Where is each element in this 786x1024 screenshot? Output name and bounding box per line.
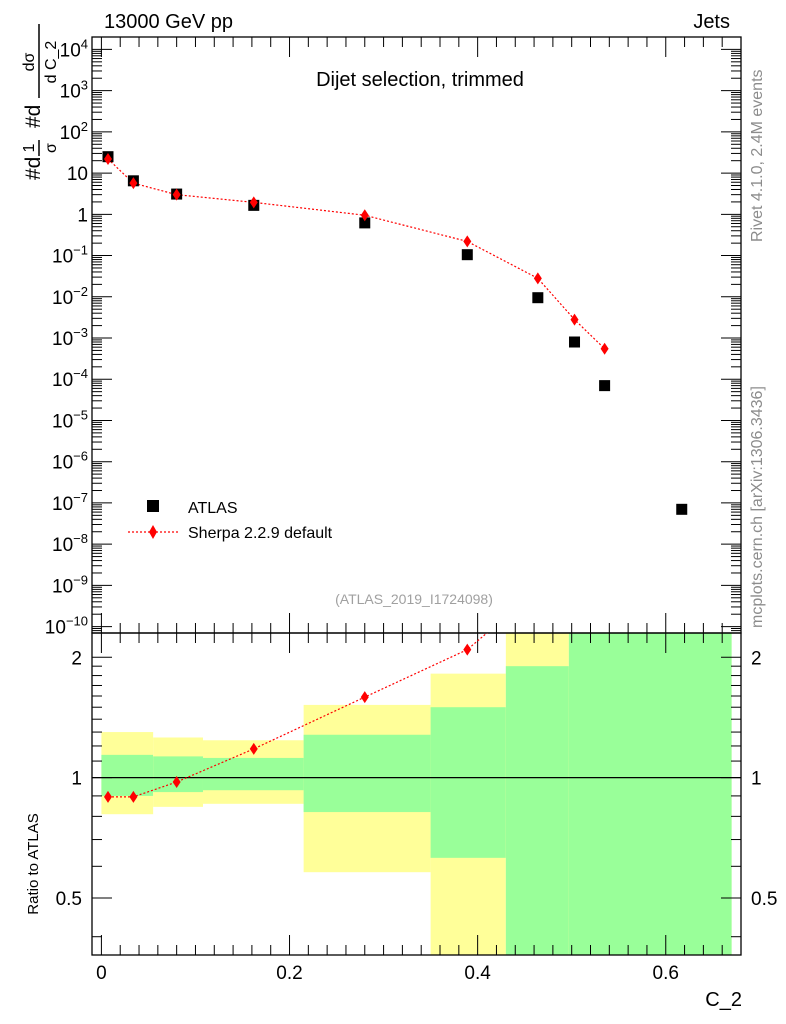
main-y-tick-label-12: 10−8 xyxy=(52,531,88,556)
x-tick-label-0: 0 xyxy=(96,963,107,984)
sherpa-point-4 xyxy=(360,209,369,222)
main-y-tick-label-4: 1 xyxy=(77,205,88,226)
sherpa-point-5 xyxy=(463,235,472,248)
main-y-tick-label-7: 10−3 xyxy=(52,325,88,350)
y-label-part-3: σ xyxy=(43,143,60,153)
ratio-sherpa-point-4 xyxy=(360,691,369,704)
y-label-part-5: dσ xyxy=(21,52,38,71)
ratio-band-inner-5 xyxy=(505,666,569,955)
ratio-band-inner-6 xyxy=(568,633,732,955)
mcplots-label: mcplots.cern.ch [arXiv:1306.3436] xyxy=(749,386,766,628)
header-right: Jets xyxy=(693,11,730,33)
ratio-y-axis-label: Ratio to ATLAS xyxy=(25,813,42,914)
ratio-y-tick-label-left-0: 0.5 xyxy=(56,889,82,910)
main-y-tick-label-1: 103 xyxy=(60,78,88,103)
legend-sherpa-marker xyxy=(149,525,157,539)
main-y-tick-label-9: 10−5 xyxy=(52,407,88,432)
sherpa-point-0 xyxy=(103,152,112,165)
atlas-point-9 xyxy=(676,503,688,515)
ratio-y-tick-label-right-2: 2 xyxy=(751,648,762,669)
plot-title: Dijet selection, trimmed xyxy=(316,69,524,91)
atlas-point-7 xyxy=(569,336,581,348)
ratio-sherpa-point-0 xyxy=(103,790,112,803)
header-left: 13000 GeV pp xyxy=(104,11,233,33)
ratio-band-inner-1 xyxy=(153,756,203,793)
x-tick-label-2: 0.4 xyxy=(464,963,491,984)
atlas-point-4 xyxy=(359,217,371,229)
ratio-y-tick-label-right-1: 1 xyxy=(751,769,762,790)
ratio-band-inner-2 xyxy=(202,757,304,791)
ratio-bands xyxy=(92,633,741,955)
main-data-series xyxy=(102,151,688,515)
main-y-tick-label-13: 10−9 xyxy=(52,572,88,597)
legend-sherpa-label: Sherpa 2.2.9 default xyxy=(188,525,333,542)
ratio-band-inner-3 xyxy=(303,734,431,813)
legend: ATLAS Sherpa 2.2.9 default xyxy=(128,500,333,542)
axes-frames xyxy=(91,36,742,956)
ratio-sherpa-point-2 xyxy=(172,776,181,789)
rivet-version-label: Rivet 4.1.0, 2.4M events xyxy=(749,69,766,242)
ratio-frame xyxy=(91,632,742,956)
main-y-tick-label-14: 10−10 xyxy=(45,614,88,639)
atlas-point-6 xyxy=(532,292,544,304)
sherpa-point-1 xyxy=(129,177,138,190)
sherpa-point-6 xyxy=(533,272,542,285)
y-label-part-6: d C_2 xyxy=(43,41,60,84)
x-tick-label-1: 0.2 xyxy=(276,963,302,984)
atlas-point-8 xyxy=(599,380,611,392)
ratio-y-tick-label-right-0: 0.5 xyxy=(751,889,777,910)
analysis-label: (ATLAS_2019_I1724098) xyxy=(335,591,493,607)
ratio-series-group xyxy=(103,633,488,803)
main-y-tick-label-3: 10 xyxy=(67,164,88,185)
sherpa-point-2 xyxy=(172,188,181,201)
y-label-part-2: 1 xyxy=(21,143,38,152)
x-axis-label: C_2 xyxy=(705,989,742,1011)
main-y-tick-label-10: 10−6 xyxy=(52,449,88,474)
ratio-sherpa-point-5 xyxy=(463,643,472,656)
legend-atlas-marker xyxy=(147,500,159,512)
ratio-y-tick-label-left-1: 1 xyxy=(71,769,82,790)
sherpa-point-8 xyxy=(600,342,609,355)
ratio-band-inner-0 xyxy=(101,754,154,796)
y-label-part-4: #d xyxy=(22,105,45,128)
main-y-tick-label-0: 104 xyxy=(60,36,88,61)
ratio-band-inner-4 xyxy=(430,707,506,858)
ratio-sherpa-point-1 xyxy=(129,790,138,803)
ratio-sherpa-point-3 xyxy=(249,742,258,755)
main-y-axis-label: #d 1 σ #d dσ d C_2 xyxy=(21,24,60,180)
atlas-point-5 xyxy=(461,249,473,261)
main-y-tick-label-11: 10−7 xyxy=(52,490,88,515)
main-y-tick-label-8: 10−4 xyxy=(52,366,88,391)
sherpa-point-3 xyxy=(249,196,258,209)
sherpa-point-7 xyxy=(570,313,579,326)
x-tick-label-3: 0.6 xyxy=(653,963,679,984)
main-y-tick-label-2: 102 xyxy=(60,119,88,144)
ratio-sherpa-series xyxy=(103,633,488,803)
axis-tick-labels: 10410310210110−110−210−310−410−510−610−7… xyxy=(45,36,778,984)
y-label-part-1: #d xyxy=(22,157,45,180)
main-y-tick-label-6: 10−2 xyxy=(52,284,88,309)
ratio-y-tick-label-left-2: 2 xyxy=(71,648,82,669)
main-y-tick-label-5: 10−1 xyxy=(52,243,88,268)
legend-atlas-label: ATLAS xyxy=(188,500,238,517)
axis-ticks xyxy=(92,37,742,955)
